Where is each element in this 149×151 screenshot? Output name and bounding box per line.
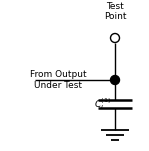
Text: From Output
Under Test: From Output Under Test [30, 70, 87, 90]
Circle shape [111, 34, 119, 42]
Text: Test
Point: Test Point [104, 2, 126, 21]
Circle shape [111, 76, 119, 85]
Text: $C_L^{(1)}$: $C_L^{(1)}$ [94, 96, 111, 112]
